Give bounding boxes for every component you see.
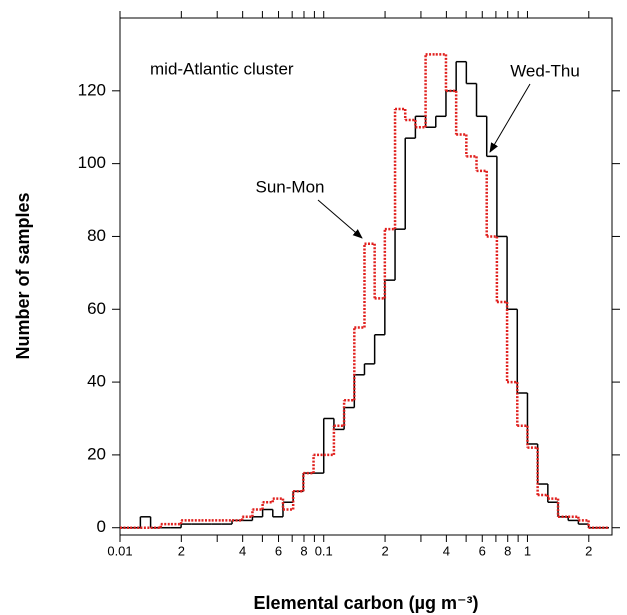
- x-tick-label: 0.1: [315, 543, 333, 558]
- y-tick-label: 80: [87, 226, 106, 245]
- x-tick-label: 6: [479, 543, 486, 558]
- x-tick-label: 2: [585, 543, 592, 558]
- x-tick-label: 2: [381, 543, 388, 558]
- y-tick-label: 120: [78, 80, 106, 99]
- y-tick-label: 0: [97, 517, 106, 536]
- x-tick-label: 8: [300, 543, 307, 558]
- x-tick-label: 8: [504, 543, 511, 558]
- x-tick-label: 2: [178, 543, 185, 558]
- y-tick-label: 100: [78, 153, 106, 172]
- y-tick-label: 20: [87, 444, 106, 463]
- y-axis-label: Number of samples: [13, 192, 33, 359]
- x-tick-label: 1: [524, 543, 531, 558]
- x-tick-label: 6: [275, 543, 282, 558]
- x-tick-label: 0.01: [107, 543, 132, 558]
- y-tick-label: 60: [87, 299, 106, 318]
- annotation-arrow: [317, 199, 363, 239]
- x-axis-label: Elemental carbon (µg m⁻³): [254, 593, 479, 613]
- series-annotation: Sun-Mon: [256, 177, 325, 196]
- y-tick-label: 40: [87, 372, 106, 391]
- x-tick-label: 4: [239, 543, 246, 558]
- annotation-arrow: [489, 83, 531, 153]
- annotation: mid-Atlantic cluster: [150, 59, 294, 78]
- series-annotation: Wed-Thu: [510, 61, 580, 80]
- plot-frame: [119, 17, 613, 536]
- x-tick-label: 4: [443, 543, 450, 558]
